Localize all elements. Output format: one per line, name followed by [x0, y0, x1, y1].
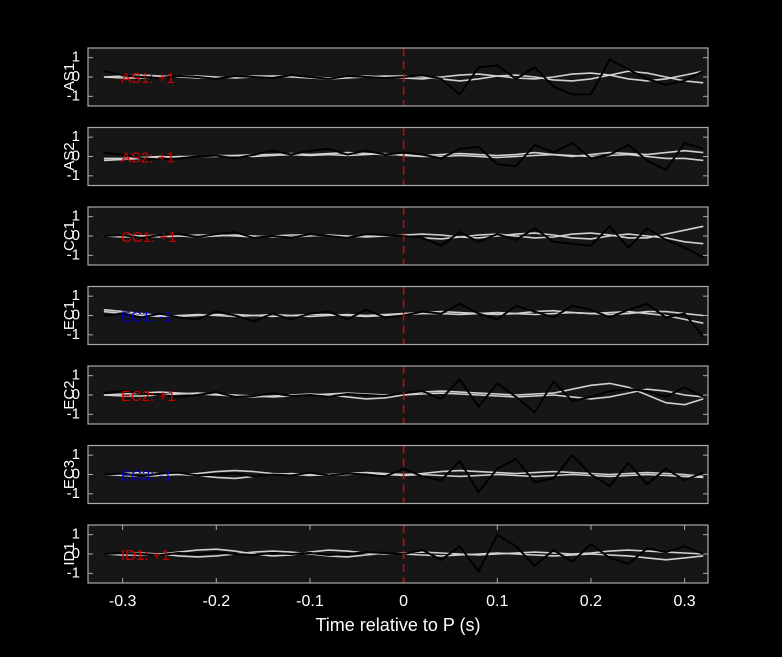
y-tick-label: 0	[72, 306, 80, 323]
annotation: EC3: -1	[121, 467, 172, 484]
y-axis-label: CC1	[61, 221, 78, 251]
annotation: CC1: +1	[121, 229, 176, 246]
y-axis-label: EC2	[61, 380, 78, 409]
y-tick-label: 0	[72, 227, 80, 244]
y-tick-label: 1	[72, 367, 80, 384]
annotation: EC1: -1	[121, 308, 172, 325]
annotation: ID1: +1	[121, 547, 170, 564]
y-axis-label: ID1	[61, 542, 78, 565]
x-tick-label: -0.3	[109, 593, 137, 610]
y-tick-label: -1	[67, 485, 80, 502]
y-tick-label: -1	[67, 564, 80, 581]
y-tick-label: 0	[72, 147, 80, 164]
series-line	[103, 453, 704, 494]
x-tick-label: 0.2	[580, 593, 602, 610]
y-tick-label: 0	[72, 465, 80, 482]
axes-frame	[87, 47, 709, 107]
x-tick-label: 0	[399, 593, 408, 610]
y-axis-label: AS2	[61, 142, 78, 170]
x-tick-label: -0.2	[203, 593, 231, 610]
y-tick-label: 1	[72, 287, 80, 304]
axes-frame	[87, 365, 709, 425]
y-tick-label: -1	[67, 167, 80, 184]
y-tick-label: -1	[67, 326, 80, 343]
axes-frame	[87, 206, 709, 266]
y-axis-label: AS1	[61, 63, 78, 91]
y-tick-label: 1	[72, 446, 80, 463]
y-tick-label: 0	[72, 68, 80, 85]
y-tick-label: -1	[67, 405, 80, 422]
series-line	[103, 141, 704, 172]
y-tick-label: 1	[72, 49, 80, 66]
x-tick-label: 0.1	[486, 593, 508, 610]
y-tick-label: 1	[72, 526, 80, 543]
annotation: AS1: +1	[121, 70, 175, 87]
y-tick-label: 1	[72, 208, 80, 225]
y-axis-label: EC1	[61, 301, 78, 330]
x-tick-label: -0.1	[296, 593, 324, 610]
axes-frame	[87, 285, 709, 346]
y-tick-label: -1	[67, 246, 80, 263]
y-axis-label: EC3	[61, 460, 78, 489]
annotation: EC2: +1	[121, 388, 176, 405]
y-tick-label: 1	[72, 128, 80, 145]
x-axis-label: Time relative to P (s)	[315, 615, 480, 635]
annotation: AS2: +1	[121, 149, 175, 166]
axes-frame	[87, 524, 709, 584]
y-tick-label: 0	[72, 545, 80, 562]
x-tick-label: 0.3	[673, 593, 695, 610]
axes-frame	[87, 126, 709, 187]
y-tick-label: 0	[72, 386, 80, 403]
axes-frame	[87, 444, 709, 505]
y-tick-label: -1	[67, 87, 80, 104]
